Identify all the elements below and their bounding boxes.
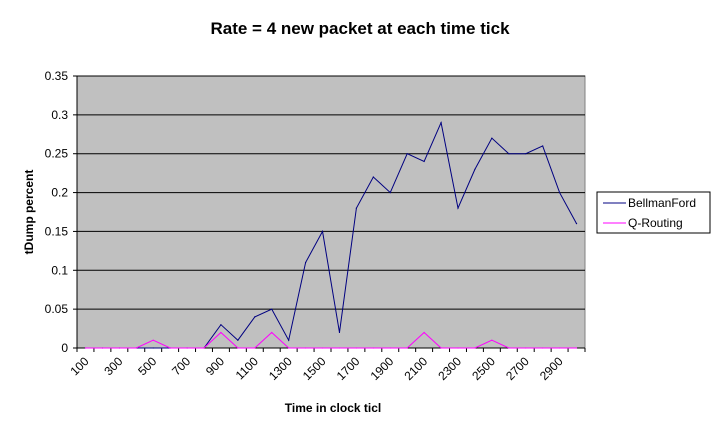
data-point-q-routing [575, 347, 578, 349]
data-point-q-routing [423, 331, 425, 334]
x-tick-label: 300 [101, 354, 125, 378]
data-point-bellmanford [542, 145, 544, 147]
data-point-q-routing [491, 339, 493, 341]
plot-area [76, 75, 586, 349]
data-point-bellmanford [237, 339, 239, 341]
x-tick-labels: 100 300 500 700 900 1100 1300 1500 1700 1900 2100 2… [68, 354, 566, 383]
x-tick-label: 1300 [266, 354, 295, 383]
x-tick-label: 700 [169, 354, 193, 378]
data-point-q-routing [305, 347, 307, 349]
data-point-bellmanford [491, 137, 493, 139]
data-point-bellmanford [372, 176, 374, 178]
data-point-bellmanford [457, 207, 459, 209]
data-point-q-routing [288, 347, 290, 349]
series-group [84, 120, 578, 349]
data-point-q-routing [525, 347, 527, 349]
series-line-q-routing [85, 331, 577, 349]
data-point-bellmanford [254, 316, 256, 318]
data-point-q-routing [474, 347, 476, 349]
data-point-q-routing [101, 347, 103, 349]
data-point-bellmanford [220, 324, 222, 326]
data-point-q-routing [84, 347, 87, 349]
data-point-q-routing [508, 347, 510, 349]
data-point-bellmanford [271, 308, 273, 310]
data-point-q-routing [237, 347, 239, 349]
data-point-bellmanford [338, 331, 341, 334]
data-point-q-routing [457, 347, 459, 349]
y-tick-label: 0.25 [45, 147, 69, 161]
data-point-bellmanford [559, 191, 561, 194]
legend-box [596, 191, 711, 234]
data-point-q-routing [372, 347, 374, 349]
data-point-bellmanford [474, 168, 476, 170]
series-line-bellmanford [85, 120, 577, 349]
data-point-bellmanford [440, 122, 442, 124]
data-point-q-routing [355, 347, 357, 349]
data-point-q-routing [169, 347, 171, 349]
x-tick-label: 1700 [334, 354, 363, 383]
data-point-q-routing [559, 347, 561, 349]
x-tick-label: 2500 [469, 354, 498, 383]
legend-label-bellmanford: BellmanFord [628, 196, 696, 210]
y-tick-label: 0.2 [51, 186, 68, 200]
data-point-bellmanford [406, 153, 408, 155]
x-axis-title: Time in clock ticl [285, 401, 381, 415]
grid-lines [77, 75, 585, 310]
x-tick-label: 500 [135, 354, 159, 378]
x-tick-label: 2100 [401, 354, 430, 383]
y-axis-title: tDump percent [22, 170, 36, 255]
legend-label-q-routing: Q-Routing [628, 216, 683, 230]
data-point-q-routing [271, 331, 273, 334]
y-tick-label: 0.15 [45, 224, 69, 238]
x-tick-label: 1900 [368, 354, 397, 383]
data-point-q-routing [338, 347, 341, 349]
data-point-q-routing [135, 347, 137, 349]
x-tick-label: 2300 [435, 354, 464, 383]
data-point-q-routing [389, 347, 391, 349]
data-point-q-routing [440, 347, 442, 349]
data-point-q-routing [220, 331, 222, 334]
data-point-q-routing [152, 339, 154, 341]
y-tick-label: 0 [61, 341, 68, 355]
y-tick-label: 0.3 [51, 108, 68, 122]
data-point-bellmanford [423, 160, 425, 163]
x-tick-label: 2700 [503, 354, 532, 383]
data-point-q-routing [118, 347, 120, 349]
data-point-q-routing [542, 347, 544, 349]
y-tick-label: 0.1 [51, 263, 68, 277]
data-point-bellmanford [389, 191, 391, 194]
data-point-bellmanford [525, 153, 527, 155]
data-point-bellmanford [575, 223, 578, 225]
data-point-bellmanford [288, 339, 290, 341]
data-point-q-routing [406, 347, 408, 349]
data-point-bellmanford [355, 207, 357, 209]
data-point-q-routing [186, 347, 188, 349]
x-tick-label: 900 [203, 354, 227, 378]
x-tick-label: 100 [68, 354, 92, 378]
y-tick-label: 0.05 [45, 302, 69, 316]
data-point-bellmanford [508, 153, 510, 155]
data-point-q-routing [254, 347, 256, 349]
x-tick-label: 2900 [537, 354, 566, 383]
data-point-bellmanford [152, 347, 154, 349]
y-tick-labels: 0 0.05 0.1 0.15 0.2 0.25 0.3 0.35 [45, 69, 69, 355]
x-tick-label: 1500 [300, 354, 329, 383]
data-point-bellmanford [321, 230, 324, 233]
y-tick-label: 0.35 [45, 69, 69, 83]
legend: BellmanFord Q-Routing [596, 191, 711, 234]
chart-title: Rate = 4 new packet at each time tick [210, 19, 510, 38]
data-point-q-routing [203, 347, 205, 349]
data-point-bellmanford [305, 261, 307, 264]
x-tick-label: 1100 [233, 354, 261, 382]
data-point-q-routing [321, 347, 324, 349]
